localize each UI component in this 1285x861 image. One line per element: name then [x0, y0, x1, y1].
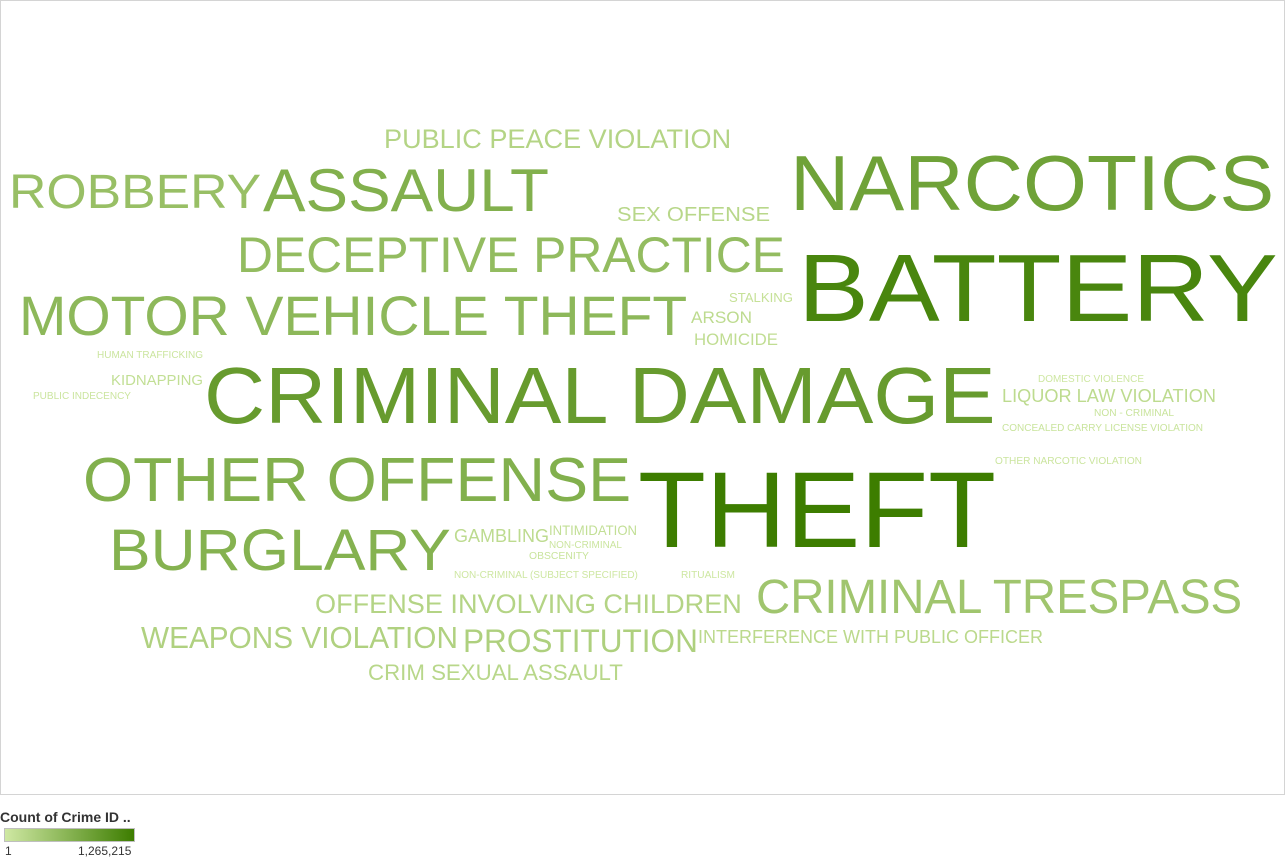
word-ritualism[interactable]: RITUALISM	[681, 570, 735, 581]
word-obscenity[interactable]: OBSCENITY	[529, 551, 589, 562]
word-interference-with-public-officer[interactable]: INTERFERENCE WITH PUBLIC OFFICER	[698, 627, 1044, 647]
word-public-indecency[interactable]: PUBLIC INDECENCY	[33, 391, 132, 402]
word-intimidation[interactable]: INTIMIDATION	[549, 522, 638, 538]
word-public-peace-violation[interactable]: PUBLIC PEACE VIOLATION	[384, 124, 732, 154]
word-stalking[interactable]: STALKING	[729, 290, 793, 305]
word-criminal-damage[interactable]: CRIMINAL DAMAGE	[204, 351, 996, 440]
word-domestic-violence[interactable]: DOMESTIC VIOLENCE	[1038, 374, 1145, 385]
word-concealed-carry-license-violation[interactable]: CONCEALED CARRY LICENSE VIOLATION	[1002, 423, 1204, 434]
word-burglary[interactable]: BURGLARY	[109, 518, 451, 583]
word-prostitution[interactable]: PROSTITUTION	[463, 623, 698, 659]
color-legend: Count of Crime ID .. 1 1,265,215	[0, 808, 200, 860]
word-narcotics[interactable]: NARCOTICS	[790, 139, 1275, 227]
legend-min-label: 1	[5, 844, 12, 858]
word-liquor-law-violation[interactable]: LIQUOR LAW VIOLATION	[1002, 386, 1216, 406]
word-offense-involving-children[interactable]: OFFENSE INVOLVING CHILDREN	[315, 589, 742, 619]
word-kidnapping[interactable]: KIDNAPPING	[111, 372, 203, 389]
word-crim-sexual-assault[interactable]: CRIM SEXUAL ASSAULT	[368, 660, 623, 685]
word-other-narcotic-violation[interactable]: OTHER NARCOTIC VIOLATION	[995, 456, 1142, 467]
word-non-criminal[interactable]: NON-CRIMINAL	[549, 540, 622, 551]
chart-frame: THEFT BATTERY CRIMINAL DAMAGE NARCOTICS OTHE…	[0, 0, 1285, 795]
word-non-criminal[interactable]: NON - CRIMINAL	[1094, 408, 1175, 419]
word-deceptive-practice[interactable]: DECEPTIVE PRACTICE	[237, 227, 785, 283]
word-other-offense[interactable]: OTHER OFFENSE	[83, 446, 632, 515]
word-sex-offense[interactable]: SEX OFFENSE	[617, 204, 771, 226]
word-theft[interactable]: THEFT	[638, 449, 997, 570]
word-non-criminal-subject-specified[interactable]: NON-CRIMINAL (SUBJECT SPECIFIED)	[454, 570, 638, 581]
word-robbery[interactable]: ROBBERY	[9, 166, 262, 219]
word-assault[interactable]: ASSAULT	[263, 157, 549, 224]
word-criminal-trespass[interactable]: CRIMINAL TRESPASS	[756, 571, 1243, 624]
legend-color-ramp	[4, 828, 135, 842]
word-cloud: THEFT BATTERY CRIMINAL DAMAGE NARCOTICS OTHE…	[1, 1, 1284, 794]
word-homicide[interactable]: HOMICIDE	[694, 330, 778, 349]
word-weapons-violation[interactable]: WEAPONS VIOLATION	[141, 620, 458, 655]
word-human-trafficking[interactable]: HUMAN TRAFFICKING	[97, 350, 204, 361]
legend-title: Count of Crime ID ..	[0, 809, 131, 825]
word-gambling[interactable]: GAMBLING	[454, 526, 550, 546]
legend-max-label: 1,265,215	[78, 844, 132, 858]
word-motor-vehicle-theft[interactable]: MOTOR VEHICLE THEFT	[19, 284, 688, 347]
word-battery[interactable]: BATTERY	[798, 235, 1278, 342]
word-arson[interactable]: ARSON	[691, 308, 753, 327]
